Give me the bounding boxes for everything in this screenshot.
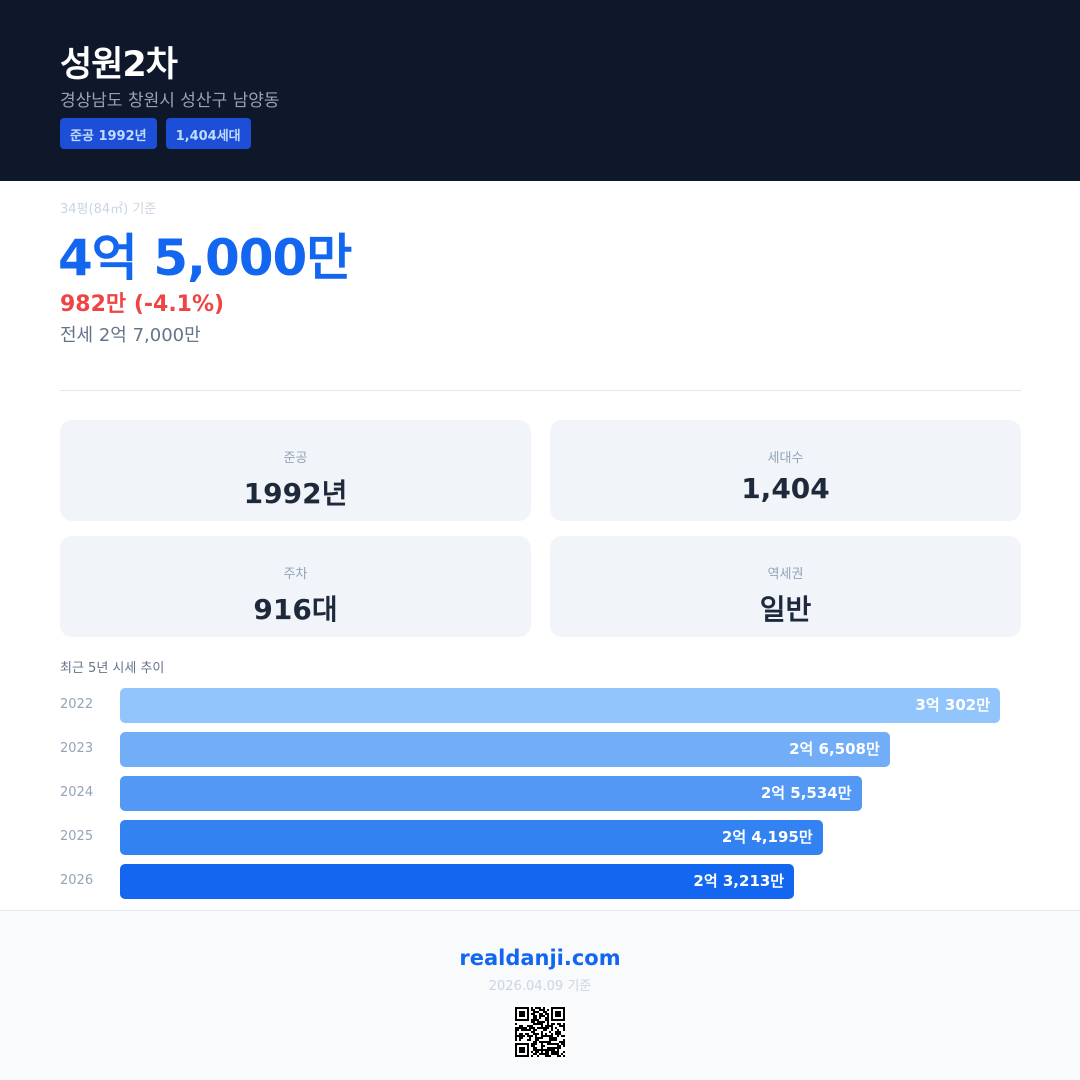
year-label: 2024 bbox=[60, 785, 94, 800]
bar: 2억 4,195만 bbox=[120, 820, 823, 855]
stat-label: 준공 bbox=[283, 451, 308, 466]
chart-row: 2024 2억 5,534만 bbox=[60, 776, 1020, 811]
bar-value-label: 2억 6,508만 bbox=[789, 740, 880, 758]
bar: 2억 3,213만 bbox=[120, 864, 795, 899]
bar-value-label: 2억 4,195만 bbox=[721, 828, 813, 846]
header: 성원2차 경상남도 창원시 성산구 남양동 준공 1992년 1,404세대 bbox=[0, 0, 1080, 181]
qr-code bbox=[512, 1004, 568, 1060]
bar-value-label: 2억 5,534만 bbox=[760, 784, 852, 802]
price-basis: 34평(84㎡) 기준 bbox=[60, 202, 157, 217]
stat-label: 세대수 bbox=[767, 451, 804, 466]
address: 경상남도 창원시 성산구 남양동 bbox=[60, 91, 280, 111]
stat-card-households: 세대수 1,404 bbox=[550, 420, 1021, 521]
stat-label: 주차 bbox=[283, 567, 308, 582]
stat-value: 일반 bbox=[759, 593, 812, 626]
stat-card-built: 준공 1992년 bbox=[60, 420, 531, 521]
footer: realdanji.com 2026.04.09 기준 bbox=[0, 910, 1080, 1080]
bar-value-label: 2억 3,213만 bbox=[693, 872, 785, 890]
chart-row: 2022 3억 302만 bbox=[60, 688, 1020, 723]
stat-card-parking: 주차 916대 bbox=[60, 536, 531, 637]
stat-value: 916대 bbox=[253, 593, 338, 626]
badge-built-year: 준공 1992년 bbox=[60, 118, 157, 149]
divider bbox=[60, 390, 1021, 391]
jeonse-price: 전세 2억 7,000만 bbox=[60, 325, 201, 346]
chart-row: 2025 2억 4,195만 bbox=[60, 820, 1020, 855]
year-label: 2023 bbox=[60, 741, 94, 756]
bar: 2억 5,534만 bbox=[120, 776, 862, 811]
bar: 3억 302만 bbox=[120, 688, 1000, 723]
stat-value: 1992년 bbox=[243, 477, 348, 510]
complex-title: 성원2차 bbox=[60, 45, 178, 85]
stat-label: 역세권 bbox=[767, 567, 804, 582]
badge-households: 1,404세대 bbox=[165, 118, 251, 149]
year-label: 2022 bbox=[60, 697, 94, 712]
site-link[interactable]: realdanji.com bbox=[459, 946, 621, 970]
bar-value-label: 3억 302만 bbox=[915, 696, 990, 714]
price-change: 982만 (-4.1%) bbox=[60, 292, 225, 317]
chart-row: 2026 2억 3,213만 bbox=[60, 864, 1020, 899]
price-value: 4억 5,000만 bbox=[58, 229, 352, 287]
bar: 2억 6,508만 bbox=[120, 732, 890, 767]
year-label: 2026 bbox=[60, 873, 94, 888]
stat-value: 1,404 bbox=[741, 472, 830, 505]
chart-title: 최근 5년 시세 추이 bbox=[60, 661, 165, 676]
year-label: 2025 bbox=[60, 829, 94, 844]
data-date: 2026.04.09 기준 bbox=[488, 979, 592, 994]
chart-row: 2023 2억 6,508만 bbox=[60, 732, 1020, 767]
